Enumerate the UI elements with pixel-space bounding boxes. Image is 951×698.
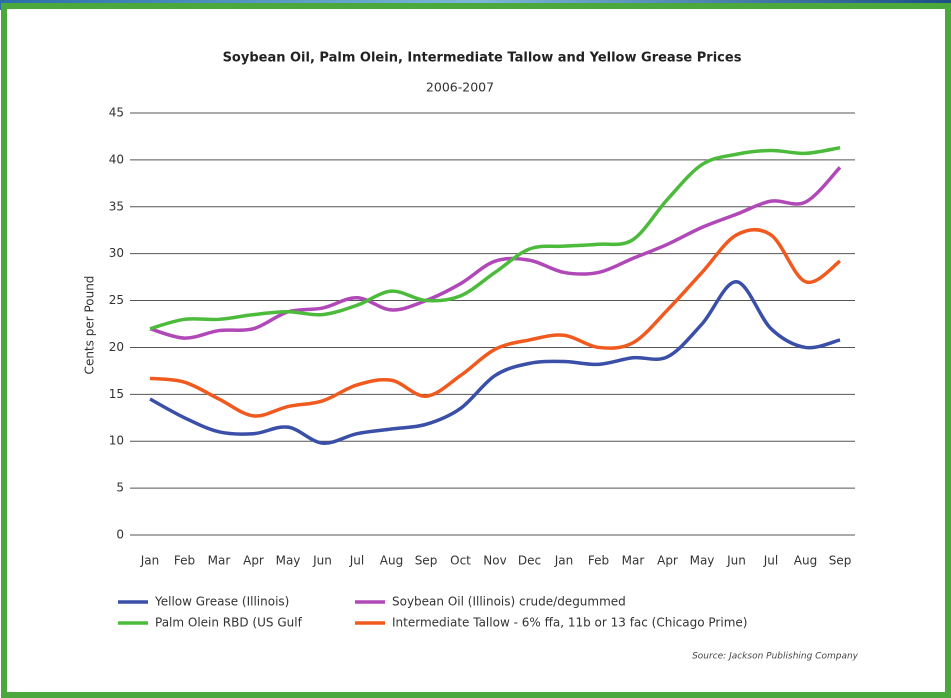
y-tick-label: 20 — [109, 340, 124, 354]
y-tick-label: 15 — [109, 387, 124, 401]
x-tick-label: Feb — [588, 554, 609, 568]
legend-label: Intermediate Tallow - 6% ffa, 11b or 13 … — [392, 616, 747, 630]
x-tick-label: Jul — [349, 554, 364, 568]
x-tick-label: Jun — [312, 554, 332, 568]
x-tick-label: May — [276, 554, 301, 568]
x-tick-label: Apr — [243, 554, 264, 568]
x-tick-label: Mar — [622, 554, 645, 568]
frame — [4, 6, 948, 695]
x-tick-label: Mar — [208, 554, 231, 568]
x-tick-label: Apr — [657, 554, 678, 568]
y-tick-label: 0 — [116, 528, 124, 542]
y-tick-label: 45 — [109, 106, 124, 120]
y-axis-label: Cents per Pound — [83, 276, 97, 375]
y-tick-label: 5 — [116, 481, 124, 495]
y-tick-label: 30 — [109, 246, 124, 260]
chart: Soybean Oil, Palm Olein, Intermediate Ta… — [0, 0, 951, 698]
x-tick-label: Jun — [726, 554, 746, 568]
legend-label: Palm Olein RBD (US Gulf — [155, 616, 303, 630]
y-tick-label: 25 — [109, 293, 124, 307]
y-tick-label: 10 — [109, 434, 124, 448]
source: Source: Jackson Publishing Company — [692, 652, 859, 662]
x-tick-label: Aug — [794, 554, 817, 568]
chart-title: Soybean Oil, Palm Olein, Intermediate Ta… — [223, 51, 742, 66]
legend-label: Yellow Grease (Illinois) — [154, 595, 289, 609]
x-tick-label: Oct — [450, 554, 471, 568]
legend-label: Soybean Oil (Illinois) crude/degummed — [392, 595, 626, 609]
x-tick-label: Sep — [829, 554, 852, 568]
x-tick-label: May — [690, 554, 715, 568]
x-tick-label: Jan — [140, 554, 160, 568]
x-tick-label: Jul — [763, 554, 778, 568]
x-tick-label: Sep — [415, 554, 438, 568]
y-tick-label: 40 — [109, 152, 124, 166]
chart-subtitle: 2006-2007 — [426, 80, 494, 95]
x-tick-label: Jan — [554, 554, 574, 568]
x-tick-label: Nov — [483, 554, 506, 568]
x-tick-label: Aug — [380, 554, 403, 568]
x-tick-label: Feb — [174, 554, 195, 568]
y-tick-label: 35 — [109, 199, 124, 213]
x-tick-label: Dec — [518, 554, 541, 568]
